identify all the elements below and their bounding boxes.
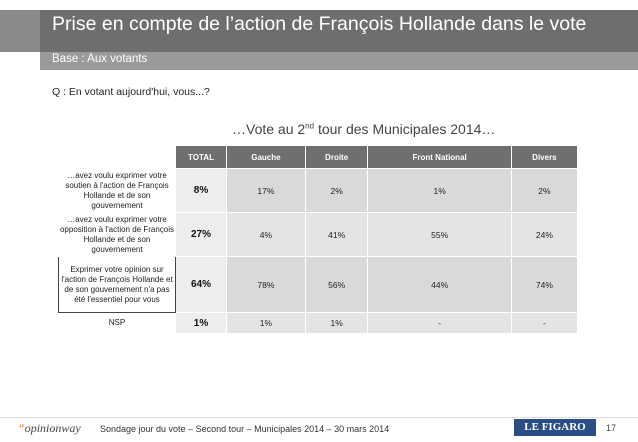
value-cell: 74%	[510, 256, 579, 313]
header-blank-cell	[58, 145, 176, 169]
value-cell: 4%	[226, 212, 306, 257]
subtitle-band	[40, 52, 638, 70]
headline-suffix: tour des Municipales 2014…	[314, 121, 496, 137]
value-cell: 41%	[304, 212, 369, 257]
footer-divider	[0, 417, 638, 418]
value-cell: 1%	[226, 312, 306, 334]
title-band	[40, 10, 638, 52]
headline-sup: nd	[305, 121, 315, 131]
headline-prefix: …Vote au 2	[232, 121, 306, 137]
question-text: Q : En votant aujourd'hui, vous...?	[52, 86, 210, 98]
value-cell: 24%	[510, 212, 579, 257]
footer-source: Sondage jour du vote – Second tour – Mun…	[100, 424, 390, 434]
value-cell: 2%	[510, 168, 579, 213]
logo-quote: “	[18, 421, 25, 435]
row-label: …avez voulu exprimer votre soutien à l'a…	[58, 168, 176, 213]
header-front-national: Front National	[367, 145, 512, 169]
value-cell: 78%	[226, 256, 306, 313]
total-cell: 27%	[175, 212, 227, 257]
value-cell: -	[510, 312, 579, 334]
opinionway-logo: “opinionway	[18, 421, 81, 436]
value-cell: 56%	[304, 256, 369, 313]
value-cell: 1%	[367, 168, 512, 213]
total-cell: 8%	[175, 168, 227, 213]
header-divers: Divers	[510, 145, 579, 169]
total-cell: 1%	[175, 312, 227, 334]
results-table: TOTAL Gauche Droite Front National Diver…	[58, 145, 579, 334]
table-row: …avez voulu exprimer votre soutien à l'a…	[58, 168, 579, 213]
value-cell: 17%	[226, 168, 306, 213]
page-subtitle: Base : Aux votants	[52, 53, 148, 65]
row-label: Exprimer votre opinion sur l'action de F…	[58, 256, 176, 313]
row-label: …avez voulu exprimer votre opposition à …	[58, 212, 176, 257]
table-row: …avez voulu exprimer votre opposition à …	[58, 212, 579, 257]
header-gauche: Gauche	[226, 145, 306, 169]
value-cell: 55%	[367, 212, 512, 257]
value-cell: 44%	[367, 256, 512, 313]
total-cell: 64%	[175, 256, 227, 313]
page-title: Prise en compte de l’action de François …	[52, 13, 587, 35]
value-cell: 1%	[304, 312, 369, 334]
page-number: 17	[606, 423, 617, 433]
value-cell: -	[367, 312, 512, 334]
value-cell: 2%	[304, 168, 369, 213]
table-headline: …Vote au 2nd tour des Municipales 2014…	[232, 121, 495, 137]
table-row: NSP 1% 1% 1% - -	[58, 312, 579, 334]
header-total: TOTAL	[175, 145, 227, 169]
title-accent	[0, 10, 40, 52]
le-figaro-logo: LE FIGARO	[514, 419, 596, 436]
logo-text: opinionway	[24, 421, 81, 435]
table-header-row: TOTAL Gauche Droite Front National Diver…	[58, 145, 579, 169]
table-row: Exprimer votre opinion sur l'action de F…	[58, 256, 579, 313]
row-label: NSP	[58, 312, 176, 334]
header-droite: Droite	[304, 145, 369, 169]
